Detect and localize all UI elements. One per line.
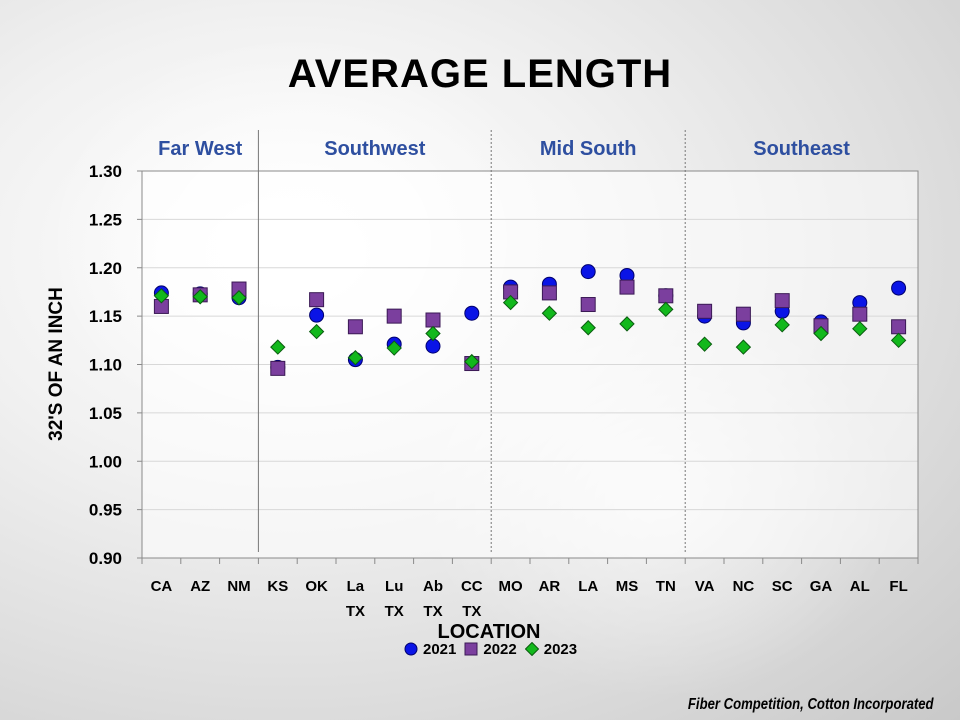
legend-label-2023: 2023 <box>543 640 578 658</box>
data-point-2022-lu <box>386 308 402 324</box>
data-point-2023-fl <box>890 332 907 349</box>
y-tick-label: 1.15 <box>89 307 122 326</box>
x-tick-label: AR <box>539 578 561 595</box>
region-label: Mid South <box>540 138 637 160</box>
y-tick-label: 1.00 <box>89 452 122 471</box>
data-point-2023-ar <box>541 305 558 321</box>
data-point-2022-ok <box>309 292 325 308</box>
x-tick-label: TN <box>656 578 676 595</box>
x-tick-label: Ab <box>423 578 443 595</box>
x-tick-label: GA <box>810 578 833 595</box>
data-point-2023-sc <box>774 317 790 333</box>
data-point-2021-la <box>580 264 596 280</box>
page-title: AVERAGE LENGTH <box>287 52 673 96</box>
y-tick-label: 1.25 <box>89 210 122 229</box>
y-tick-label: 0.90 <box>89 549 122 568</box>
x-tick-label: NC <box>733 578 755 595</box>
y-tick-label: 0.95 <box>89 501 122 520</box>
data-point-2022-ab <box>425 312 441 328</box>
y-tick-label: 1.10 <box>89 356 122 375</box>
legend-item-2021: 2021 <box>404 641 456 658</box>
data-point-2023-la <box>580 320 596 336</box>
region-label: Southwest <box>324 138 425 160</box>
x-tick-label-line2: TX <box>423 603 442 620</box>
axis-layer: 0.90 0.95 1.00 1.05 1.10 1.15 1.20 1.25 1.30 CA AZ… <box>89 162 919 620</box>
x-tick-label: CC <box>461 578 483 595</box>
data-point-2021-cc <box>464 305 480 321</box>
data-point-2023-va <box>696 336 713 352</box>
data-point-2022-ms <box>619 279 635 295</box>
data-point-2023-ks <box>270 339 286 355</box>
x-tick-label-line2: TX <box>462 603 481 620</box>
x-tick-label: NM <box>227 578 250 595</box>
data-point-2022-nc <box>735 306 751 322</box>
source-credit: Fiber Competition, Cotton Incorporated <box>688 696 934 713</box>
data-point-2022-va <box>697 303 713 319</box>
x-tick-label: OK <box>305 578 328 595</box>
data-point-2021-ok <box>309 307 325 323</box>
data-point-2023-cc <box>464 353 480 370</box>
region-label: Southeast <box>753 138 850 160</box>
region-label: Far West <box>158 138 242 160</box>
x-tick-label: VA <box>695 578 715 595</box>
data-point-2022-ar <box>541 285 557 301</box>
data-point-2023-az <box>192 289 208 305</box>
data-point-2023-la <box>347 350 364 366</box>
data-point-2023-mo <box>502 294 519 311</box>
x-tick-label: SC <box>772 578 793 595</box>
y-tick-label: 1.05 <box>89 404 122 423</box>
data-point-2023-tn <box>658 301 674 318</box>
data-point-2023-nc <box>735 339 752 355</box>
data-point-2023-lu <box>386 340 402 356</box>
data-point-2022-sc <box>774 293 790 309</box>
x-tick-label-line2: TX <box>346 603 365 620</box>
data-point-2022-la <box>347 319 363 335</box>
y-tick-label: 1.20 <box>89 259 122 278</box>
points-layer <box>153 264 907 376</box>
x-tick-label: AL <box>850 578 870 595</box>
x-tick-label: MS <box>616 578 639 595</box>
x-axis-title: LOCATION <box>438 621 541 643</box>
legend-item-2022: 2022 <box>464 640 517 658</box>
region-layer: Far West Southwest Mid South Southeast <box>158 130 850 552</box>
x-tick-label: MO <box>499 578 523 595</box>
x-tick-label: La <box>347 578 365 595</box>
legend-circle-marker <box>404 642 418 656</box>
data-point-2023-ms <box>619 316 635 332</box>
x-tick-label: Lu <box>385 578 403 595</box>
data-point-2023-ok <box>308 323 325 340</box>
x-tick-label: KS <box>267 578 288 595</box>
data-point-2023-nm <box>231 290 247 306</box>
x-tick-label: AZ <box>190 578 210 595</box>
data-point-2022-fl <box>891 319 907 335</box>
x-tick-label: FL <box>889 578 907 595</box>
data-point-2021-fl <box>891 280 907 296</box>
data-point-2023-ca <box>153 288 170 304</box>
data-point-2023-al <box>852 320 868 337</box>
y-tick-label: 1.30 <box>89 162 122 181</box>
legend-item-2023: 2023 <box>524 640 578 658</box>
x-tick-label-line2: TX <box>385 603 404 620</box>
data-point-2023-ab <box>425 325 441 342</box>
x-tick-label: LA <box>578 578 598 595</box>
data-point-2023-ga <box>813 325 829 342</box>
chart-legend: 2021 2022 2023 <box>404 640 577 658</box>
data-point-2022-la <box>580 297 596 313</box>
data-point-2022-tn <box>658 288 674 304</box>
legend-label-2022: 2022 <box>483 640 517 658</box>
legend-diamond-marker <box>524 642 539 656</box>
y-axis-title: 32'S OF AN INCH <box>46 287 67 441</box>
legend-square-marker <box>464 642 478 656</box>
legend-label-2021: 2021 <box>423 640 457 658</box>
x-tick-label: CA <box>151 578 173 595</box>
data-point-2022-al <box>852 306 868 322</box>
data-point-2022-ks <box>270 360 286 376</box>
